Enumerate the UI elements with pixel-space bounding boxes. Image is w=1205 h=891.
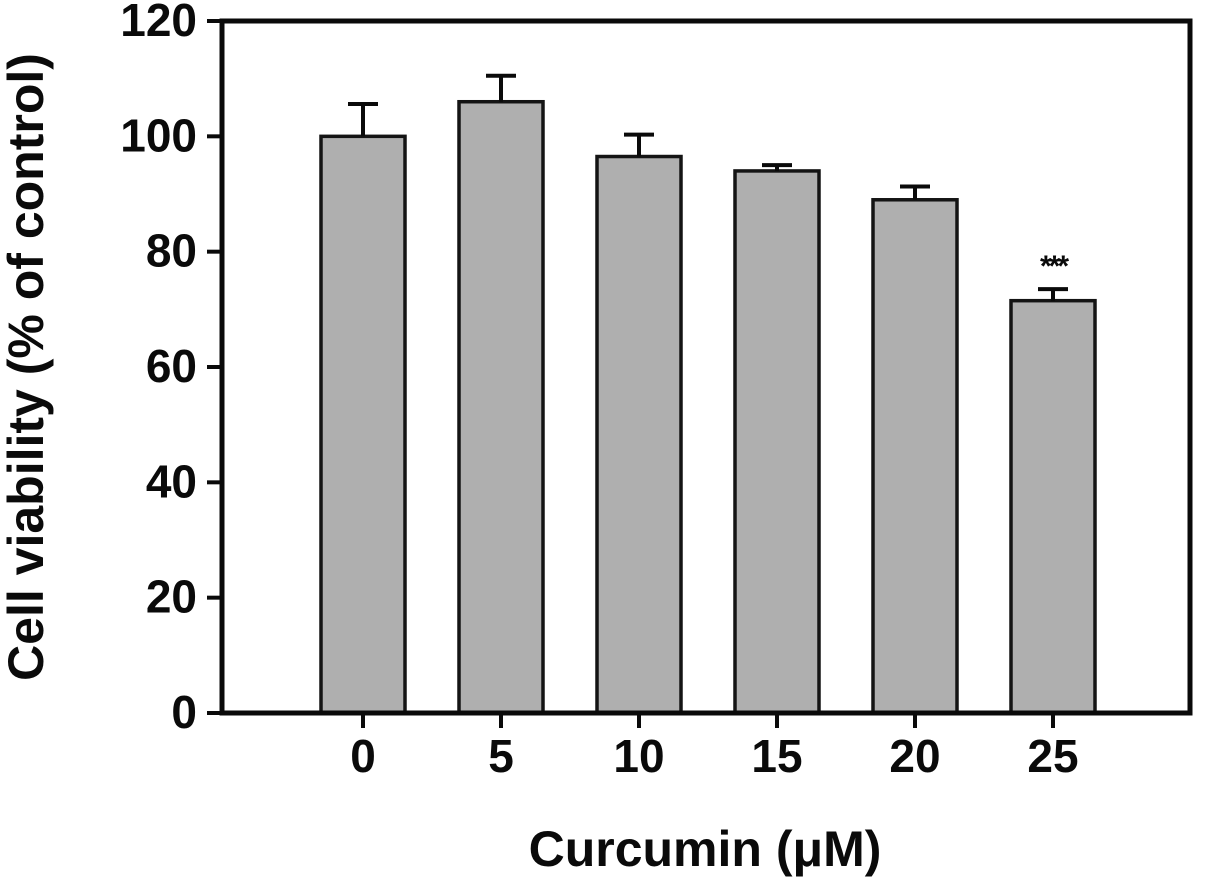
bar-0 [319,134,407,715]
bar-15 [733,169,821,715]
annotations-layer: *** [1040,250,1072,283]
x-axis: 0 5 10 15 20 25 [350,713,1079,782]
x-axis-title: Curcumin (μM) [529,821,882,877]
y-tick-label-40: 40 [146,455,197,507]
x-tick-label-15: 15 [751,730,802,782]
bar-10 [595,154,683,715]
y-tick-label-20: 20 [146,571,197,623]
bar-20 [871,198,959,715]
bar-5 [457,99,545,715]
y-axis-title: Cell viability (% of control) [0,53,54,681]
y-tick-label-120: 120 [120,0,197,46]
bars-layer [319,73,1097,715]
y-tick-label-80: 80 [146,225,197,277]
y-tick-label-100: 100 [120,109,197,161]
bar-25 [1009,298,1097,715]
x-tick-label-10: 10 [613,730,664,782]
y-axis: 0 20 40 60 80 100 120 [120,0,222,738]
x-tick-label-0: 0 [350,730,376,782]
x-tick-label-20: 20 [889,730,940,782]
y-tick-label-0: 0 [171,686,197,738]
x-tick-label-5: 5 [488,730,514,782]
significance-marker-25: *** [1040,250,1069,283]
y-tick-label-60: 60 [146,340,197,392]
x-tick-label-25: 25 [1027,730,1078,782]
